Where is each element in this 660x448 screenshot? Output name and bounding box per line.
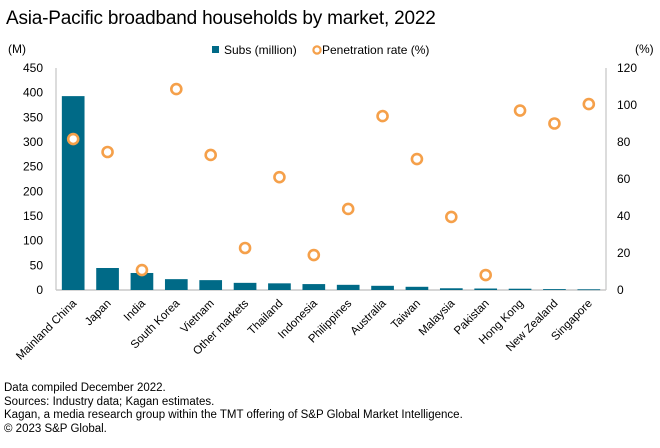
point-japan <box>101 145 114 159</box>
bar-australia <box>371 285 394 290</box>
point-south-korea <box>170 82 183 96</box>
left-axis-unit: (M) <box>8 42 26 56</box>
footer-line-copyright: © 2023 S&P Global. <box>4 422 107 435</box>
axes: (M) (%) 0 50 100 150 200 250 300 350 400 450 0 20 40 60… <box>8 42 654 363</box>
right-tick-label: 40 <box>617 209 631 223</box>
left-tick-label: 0 <box>36 283 43 297</box>
right-tick-label: 80 <box>617 135 631 149</box>
point-other-markets <box>238 241 252 255</box>
bar-philippines <box>336 284 360 290</box>
footer-line-compiled: Data compiled December 2022. <box>4 382 166 394</box>
right-tick-label: 0 <box>617 283 624 297</box>
left-tick-label: 450 <box>23 61 43 75</box>
legend-label-subs: Subs (million) <box>224 43 297 57</box>
bar-indonesia <box>302 284 326 290</box>
bar-mainland-china <box>61 96 85 291</box>
left-tick-label: 200 <box>23 184 43 198</box>
point-australia <box>376 109 389 123</box>
left-tick-label: 50 <box>30 258 44 272</box>
bar-new-zealand <box>543 289 566 290</box>
right-axis-unit: (%) <box>635 42 654 56</box>
left-tick-label: 350 <box>23 110 43 124</box>
point-malaysia <box>445 210 458 224</box>
right-tick-label: 120 <box>617 61 637 75</box>
point-philippines <box>341 202 355 216</box>
left-tick-label: 250 <box>23 160 43 174</box>
category-label: India <box>122 297 149 324</box>
bar-japan <box>96 267 119 290</box>
left-tick-label: 300 <box>23 135 43 149</box>
left-tick-label: 150 <box>23 209 43 223</box>
bar-hong-kong <box>508 288 532 290</box>
point-indonesia <box>307 248 321 262</box>
legend-swatch-subs <box>212 46 219 53</box>
legend: Subs (million) Penetration rate (%) <box>212 43 429 57</box>
footer-line-kagan: Kagan, a media research group within the… <box>4 409 463 421</box>
category-label: Japan <box>83 298 114 329</box>
footer-line-sources: Sources: Industry data; Kagan estimates. <box>4 395 215 408</box>
point-hong-kong <box>513 104 527 117</box>
right-tick-label: 20 <box>617 246 631 260</box>
point-thailand <box>273 170 286 184</box>
point-new-zealand <box>548 117 561 130</box>
right-tick-label: 60 <box>617 172 631 186</box>
category-label: Taiwan <box>389 298 423 332</box>
category-label: Australia <box>349 297 390 338</box>
bar-south-korea <box>164 279 188 290</box>
chart: (M) (%) 0 50 100 150 200 250 300 350 400 450 0 20 40 60… <box>8 42 654 363</box>
points <box>66 82 596 282</box>
point-india <box>135 263 149 277</box>
point-singapore <box>582 97 596 111</box>
bar-vietnam <box>199 280 223 290</box>
bar-singapore <box>577 289 601 291</box>
bars <box>61 96 601 291</box>
bar-thailand <box>268 283 291 290</box>
point-vietnam <box>204 148 217 162</box>
legend-swatch-penetration <box>312 45 322 55</box>
left-tick-label: 100 <box>23 234 43 248</box>
category-label: Malaysia <box>417 297 458 338</box>
chart-title: Asia-Pacific broadband households by mar… <box>6 8 436 29</box>
footer: Data compiled December 2022. Sources: In… <box>4 382 463 436</box>
right-tick-label: 100 <box>617 98 637 112</box>
point-mainland-china <box>66 132 80 146</box>
category-label: Mainland China <box>14 297 79 362</box>
point-pakistan <box>479 268 492 282</box>
bar-pakistan <box>474 288 498 290</box>
bar-india <box>130 272 154 290</box>
legend-label-penetration: Penetration rate (%) <box>322 43 429 57</box>
bar-malaysia <box>439 288 463 290</box>
bar-other-markets <box>233 282 257 290</box>
point-taiwan <box>410 152 424 166</box>
bar-taiwan <box>405 286 429 290</box>
left-tick-label: 400 <box>23 86 43 100</box>
